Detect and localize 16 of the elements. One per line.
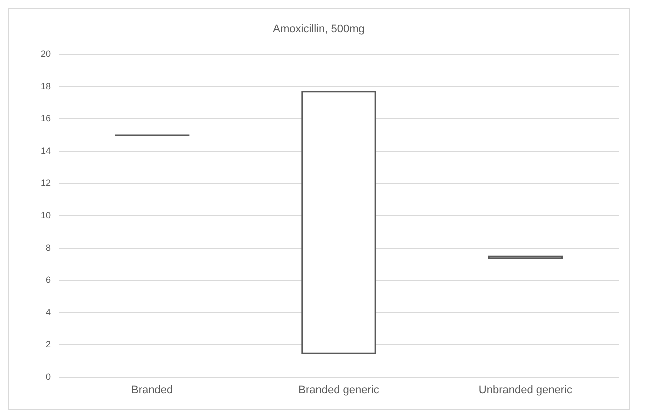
- y-tick-label: 12: [40, 178, 51, 188]
- y-tick-label: 2: [46, 340, 51, 350]
- y-tick-label: 14: [40, 146, 51, 156]
- y-tick-label: 0: [46, 372, 51, 382]
- y-tick-label: 18: [40, 81, 51, 92]
- y-tick-label: 8: [46, 242, 51, 253]
- y-tick-label: 10: [40, 210, 51, 220]
- y-tick-label: 20: [40, 49, 51, 59]
- x-tick-label: Branded: [132, 384, 174, 396]
- chart-subtitle: Amoxicillin, 500mg: [273, 24, 365, 36]
- y-tick-label: 4: [46, 307, 51, 318]
- x-tick-label: Branded generic: [298, 384, 380, 396]
- y-tick-label: 16: [40, 114, 51, 124]
- y-tick-label: 6: [46, 275, 51, 286]
- x-tick-label: Unbranded generic: [478, 384, 573, 396]
- bar: [302, 91, 376, 354]
